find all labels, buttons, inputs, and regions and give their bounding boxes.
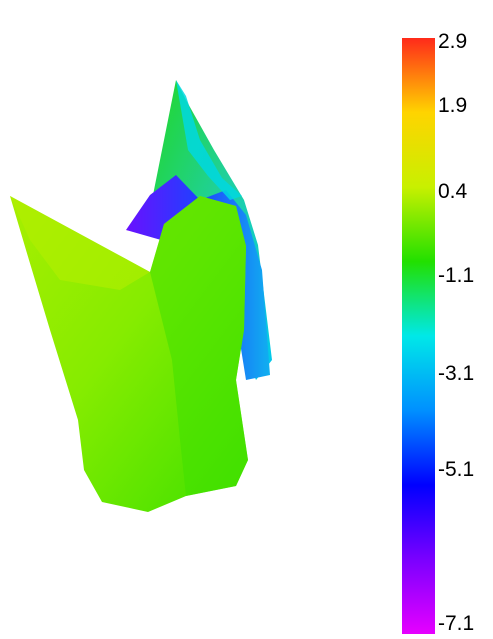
surface-plot — [10, 80, 272, 512]
colorbar-tick-label: -1.1 — [438, 264, 474, 287]
surface-front-highlight — [10, 196, 150, 290]
surface-edge-highlight — [176, 80, 242, 200]
colorbar-tick-label: 1.9 — [438, 94, 467, 117]
colorbar-ticks: 2.9 1.9 0.4 -1.1 -3.1 -5.1 -7.1 — [438, 30, 474, 635]
colorbar-tick-label: 2.9 — [438, 30, 467, 53]
colorbar-tick-label: 0.4 — [438, 180, 468, 203]
colorbar-tick-label: -7.1 — [438, 612, 474, 635]
surface-front-shadow — [150, 196, 248, 496]
colorbar-tick-label: -5.1 — [438, 458, 474, 481]
colorbar-tick-label: -3.1 — [438, 362, 474, 385]
colorbar-gradient — [402, 38, 435, 634]
colorbar: 2.9 1.9 0.4 -1.1 -3.1 -5.1 -7.1 — [402, 30, 474, 635]
